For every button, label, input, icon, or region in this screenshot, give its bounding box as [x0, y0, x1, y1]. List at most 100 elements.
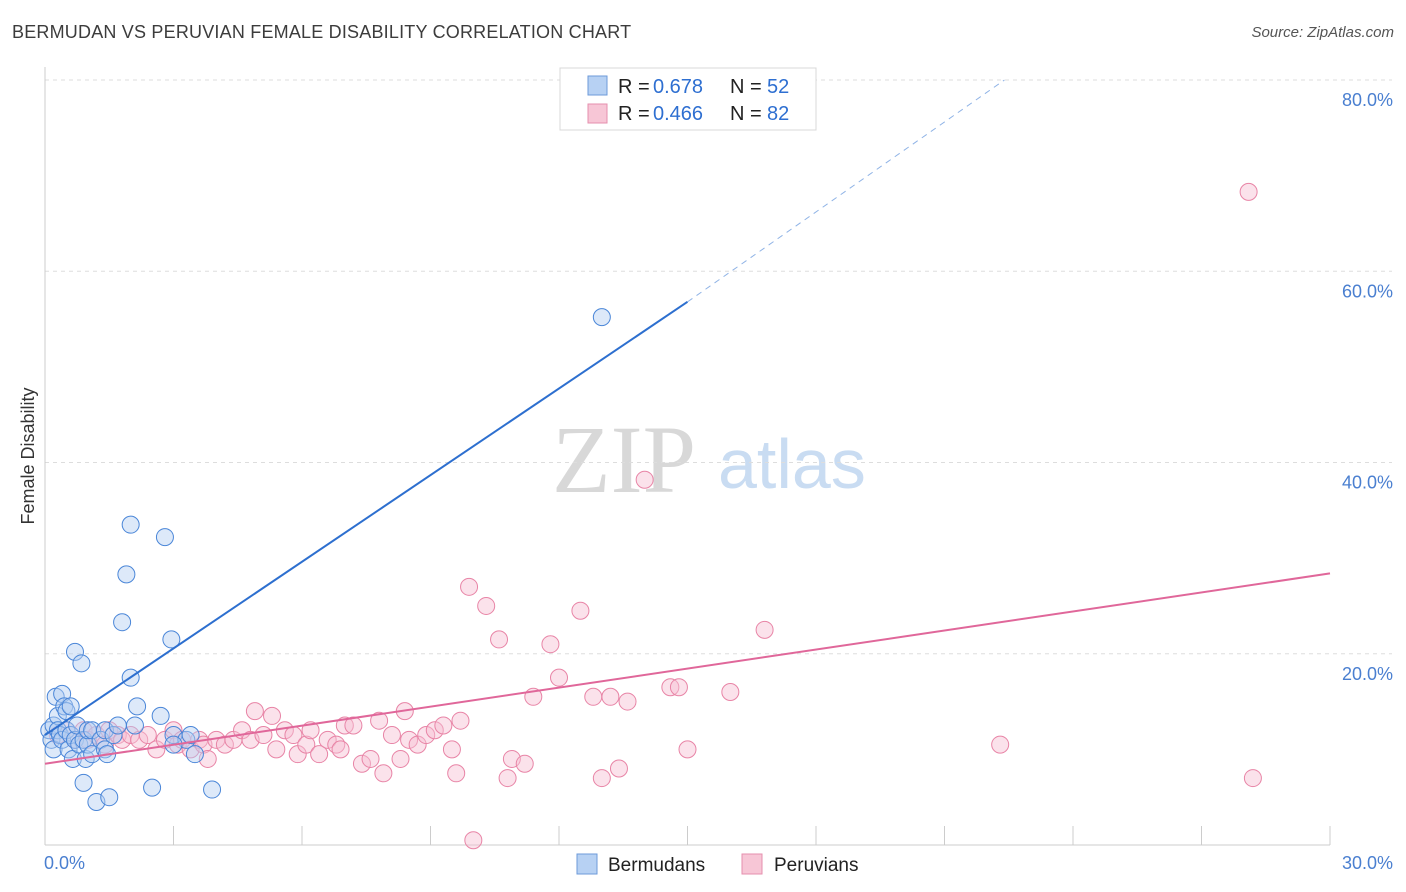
peruvians-point: [344, 716, 363, 735]
bermudans-point: [155, 528, 174, 547]
peruvians-point: [374, 764, 393, 783]
peruvians-point: [498, 769, 517, 788]
y-axis-label: Female Disability: [18, 387, 38, 524]
peruvians-point: [417, 726, 436, 745]
bermudans-trend-line: [44, 301, 689, 736]
legend-swatch-peruvians: [587, 103, 608, 124]
peruvians-point: [755, 620, 774, 639]
bermudans-point: [74, 773, 93, 792]
bermudans-point: [143, 778, 162, 797]
bermudans-point: [121, 515, 140, 534]
y-tick-labels: 20.0% 40.0% 60.0% 80.0%: [1342, 90, 1393, 684]
peruvians-point: [592, 769, 611, 788]
bottom-legend-peruvians: Peruvians: [774, 855, 859, 876]
peruvians-point: [618, 692, 637, 711]
peruvians-point: [263, 706, 282, 725]
bermudans-point: [100, 788, 119, 807]
peruvians-point: [609, 759, 628, 778]
legend-r-value-peruvians: 0.466: [653, 103, 703, 125]
peruvians-point: [460, 577, 479, 596]
legend-r-label-bermudans: R =: [618, 76, 650, 98]
watermark-atlas: atlas: [718, 425, 866, 503]
bermudans-point: [117, 565, 136, 584]
peruvians-point: [130, 730, 149, 749]
bermudans-point: [48, 706, 67, 725]
peruvians-point: [490, 630, 509, 649]
y-tick-label: 60.0%: [1342, 281, 1393, 301]
bottom-legend-swatch-peruvians: [741, 853, 763, 875]
peruvians-point: [391, 749, 410, 768]
bermudans-trend-extension: [687, 79, 1005, 303]
bermudans-point: [162, 630, 181, 649]
bermudans-point: [151, 706, 170, 725]
legend-n-label-peruvians: N =: [730, 103, 762, 125]
peruvians-points: [48, 182, 1262, 850]
peruvians-point: [245, 702, 264, 721]
bermudans-point: [55, 697, 74, 716]
peruvians-point: [78, 730, 97, 749]
x-tick-label-max: 30.0%: [1342, 853, 1393, 873]
peruvians-point: [352, 754, 371, 773]
bermudans-point: [65, 642, 84, 661]
bermudans-point: [59, 740, 78, 759]
peruvians-point: [310, 745, 329, 764]
peruvians-point: [1239, 182, 1258, 201]
trend-lines: [44, 79, 1331, 765]
bermudans-point: [181, 726, 200, 745]
bermudans-point: [203, 780, 222, 799]
legend-r-label-peruvians: R =: [618, 103, 650, 125]
bottom-legend-swatch-bermudans: [576, 853, 598, 875]
peruvians-point: [678, 740, 697, 759]
peruvians-point: [584, 687, 603, 706]
peruvians-point: [721, 683, 740, 701]
peruvians-point: [425, 721, 444, 740]
peruvians-point: [138, 726, 157, 745]
peruvians-point: [477, 596, 496, 615]
peruvians-point: [451, 711, 470, 730]
bermudans-points: [40, 308, 611, 811]
peruvians-point: [434, 716, 453, 735]
y-tick-label: 40.0%: [1342, 473, 1393, 493]
peruvians-point: [442, 740, 461, 759]
peruvians-point: [318, 730, 337, 749]
peruvians-point: [515, 754, 534, 773]
peruvians-point: [447, 764, 466, 783]
source-label: Source: ZipAtlas.com: [1251, 24, 1394, 41]
legend-box: R = 0.678 N = 52 R = 0.466 N = 82: [559, 67, 817, 131]
bermudans-point: [113, 613, 132, 632]
peruvians-point: [635, 470, 654, 489]
bermudans-point: [53, 730, 72, 749]
peruvians-point: [669, 678, 688, 697]
bottom-legend-bermudans: Bermudans: [608, 855, 705, 876]
peruvians-point: [331, 740, 350, 759]
y-tick-label: 20.0%: [1342, 664, 1393, 684]
legend-n-value-peruvians: 82: [767, 103, 789, 125]
peruvians-point: [464, 831, 483, 850]
peruvians-point: [254, 726, 273, 745]
grid-lines: [45, 79, 1392, 655]
bermudans-point: [108, 716, 127, 735]
x-tick-label-min: 0.0%: [44, 853, 85, 873]
peruvians-point: [571, 601, 590, 620]
peruvians-point: [991, 735, 1010, 754]
bottom-legend: Bermudans Peruvians: [576, 853, 859, 876]
bermudans-point: [592, 308, 611, 327]
peruvians-trend-line: [44, 572, 1331, 765]
peruvians-point: [382, 726, 401, 745]
legend-n-value-bermudans: 52: [767, 76, 789, 98]
peruvians-point: [267, 740, 286, 759]
peruvians-point: [297, 735, 316, 754]
peruvians-point: [550, 668, 568, 687]
y-tick-label: 80.0%: [1342, 90, 1393, 110]
peruvians-point: [1243, 769, 1262, 788]
x-ticks: [44, 826, 1331, 845]
peruvians-point: [370, 711, 389, 730]
peruvians-point: [400, 730, 419, 749]
bermudans-point: [104, 726, 123, 745]
watermark-zip: ZIP: [552, 406, 696, 513]
legend-r-value-bermudans: 0.678: [653, 76, 703, 98]
bermudans-point: [61, 697, 80, 716]
peruvians-point: [601, 687, 620, 706]
legend-n-label-bermudans: N =: [730, 76, 762, 98]
